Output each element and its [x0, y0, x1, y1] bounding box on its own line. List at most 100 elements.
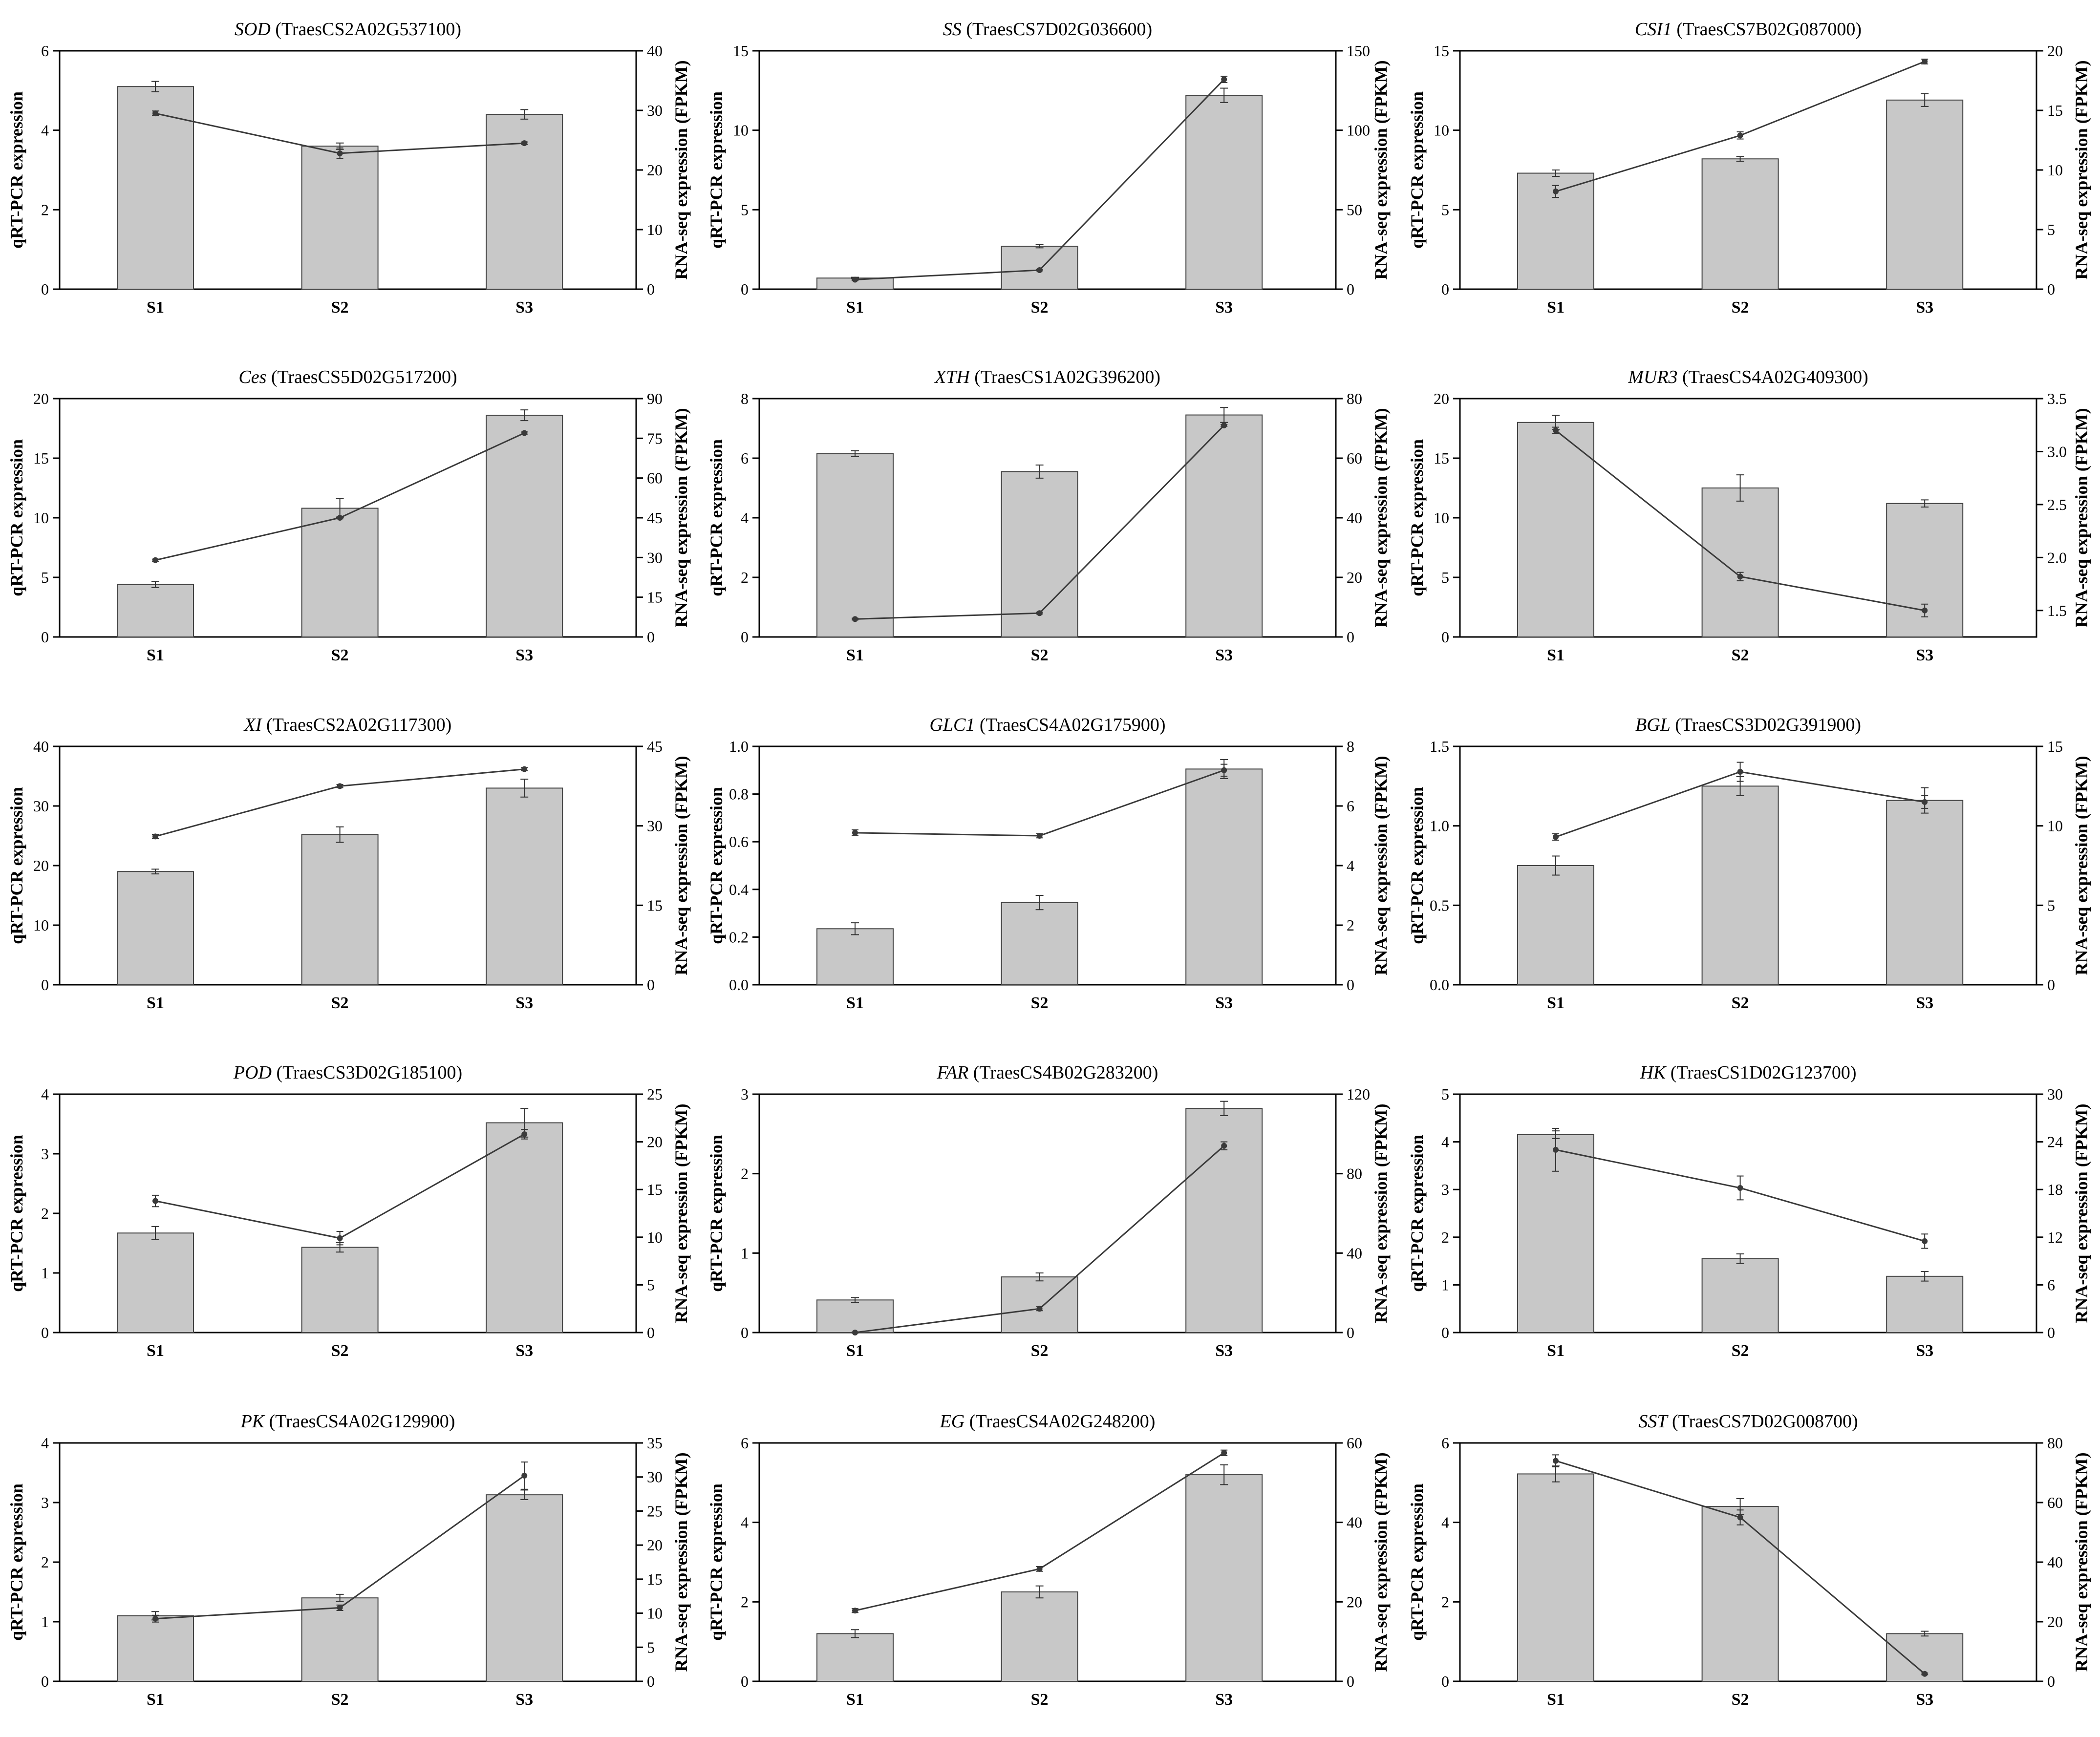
y2-tick-label: 15 [2047, 738, 2063, 755]
chart-panel-glc1: GLC1 (TraesCS4A02G175900) 0.0 0.2 0.4 0.6 0.8… [700, 696, 1399, 1040]
y-axis-label: qRT-PCR expression [1407, 1135, 1427, 1292]
chart-svg: EG (TraesCS4A02G248200)02460204060qRT-PC… [707, 1411, 1391, 1709]
y-tick-label: 0 [741, 628, 749, 646]
line-point [521, 766, 528, 772]
bar-s1 [816, 928, 894, 986]
y-axis-label: qRT-PCR expression [707, 1483, 726, 1641]
x-tick-label-s1: S1 [846, 994, 864, 1012]
x-tick-label-s2: S2 [1031, 1691, 1049, 1709]
line-point [1036, 267, 1043, 273]
y-tick-label: 0.2 [729, 928, 749, 946]
y-tick-label: 20 [33, 390, 49, 407]
y2-tick-label: 120 [1347, 1085, 1370, 1103]
x-tick-label-s2: S2 [1732, 1691, 1749, 1709]
y2-tick-label: 20 [647, 1133, 663, 1151]
y-axis-label: qRT-PCR expression [707, 439, 726, 596]
y-tick-label: 10 [1434, 509, 1449, 527]
y-tick-label: 6 [741, 1434, 749, 1452]
y2-tick-label: 60 [2047, 1494, 2063, 1511]
chart-title: MUR3 (TraesCS4A02G409300) [1628, 367, 1868, 387]
x-tick-label-s3: S3 [1916, 1691, 1933, 1709]
bar-s2 [301, 508, 379, 637]
y2-tick-label: 45 [647, 738, 663, 755]
y2-tick-label: 15 [647, 896, 663, 914]
y2-tick-label: 3.0 [2047, 443, 2067, 460]
line-point [152, 1198, 158, 1204]
y2-tick-label: 20 [2047, 1613, 2063, 1631]
bar-s2 [1701, 1506, 1779, 1682]
y-tick-label: 3 [741, 1085, 749, 1103]
x-tick-label-s1: S1 [846, 1691, 864, 1709]
bar-s1 [117, 1232, 194, 1334]
bar-s3 [1185, 414, 1263, 638]
gene-id: (TraesCS4A02G409300) [1678, 367, 1868, 387]
y2-tick-label: 0 [647, 628, 655, 646]
chart-title: PK (TraesCS4A02G129900) [240, 1411, 455, 1432]
y2-tick-label: 40 [1347, 1514, 1362, 1531]
y2-tick-label: 20 [2047, 42, 2063, 60]
y-tick-label: 2 [1441, 1229, 1449, 1246]
y2-tick-label: 45 [647, 509, 663, 527]
x-tick-label-s3: S3 [515, 1691, 533, 1709]
y2-tick-label: 20 [1347, 1593, 1362, 1610]
y2-tick-label: 0 [2047, 976, 2055, 994]
line-point [852, 829, 858, 836]
fpkm-line [155, 1133, 525, 1239]
chart-svg: GLC1 (TraesCS4A02G175900) 0.0 0.2 0.4 0.6 0.8… [707, 715, 1391, 1012]
y2-tick-label: 5 [647, 1276, 655, 1293]
gene-name: SST [1638, 1411, 1669, 1432]
line-point [1553, 427, 1559, 434]
y-axis-label: qRT-PCR expression [1407, 1483, 1427, 1641]
bar-s3 [1886, 1275, 1964, 1333]
y-tick-label: 4 [41, 1434, 49, 1452]
y-tick-label: 5 [1441, 569, 1449, 586]
y-tick-label: 10 [1434, 122, 1449, 139]
y-tick-label: 2 [41, 1205, 49, 1222]
y2-tick-label: 5 [2047, 221, 2055, 238]
y2-axis-label: RNA-seq expression (FPKM) [2072, 1103, 2091, 1323]
chart-title: HK (TraesCS1D02G123700) [1639, 1062, 1856, 1083]
y-tick-label: 10 [733, 122, 749, 139]
line-point [1737, 573, 1743, 580]
y2-axis-label: RNA-seq expression (FPKM) [1371, 60, 1391, 279]
y2-tick-label: 0 [647, 280, 655, 298]
bar-s2 [301, 1247, 379, 1334]
chart-svg: FAR (TraesCS4B02G283200) 0 1 2 3 0 40 80 120 qRT-… [707, 1062, 1391, 1360]
y2-tick-label: 2.5 [2047, 496, 2067, 513]
bar-s1 [816, 1633, 894, 1682]
line-point [1221, 1143, 1227, 1149]
y-axis-label: qRT-PCR expression [7, 91, 26, 249]
y-tick-label: 4 [1441, 1514, 1449, 1531]
bar-s2 [301, 146, 379, 290]
y2-tick-label: 0 [1347, 628, 1354, 646]
line-point [1737, 1185, 1743, 1191]
chart-panel-eg: EG (TraesCS4A02G248200) 0 2 4 6 0 20 40 60 qRT-PC… [700, 1392, 1399, 1737]
y2-tick-label: 90 [647, 390, 663, 407]
y-tick-label: 6 [41, 42, 49, 60]
y-axis-label: qRT-PCR expression [7, 439, 26, 596]
fpkm-line [855, 769, 1224, 837]
y2-tick-label: 0 [2047, 1673, 2055, 1690]
bar-s2 [1701, 487, 1779, 637]
gene-name: FAR [937, 1062, 969, 1083]
y2-tick-label: 10 [647, 221, 663, 238]
gene-name: XTH [934, 367, 971, 387]
y-tick-label: 1 [741, 1244, 749, 1262]
y-tick-label: 0 [41, 280, 49, 298]
y2-tick-label: 10 [647, 1229, 663, 1246]
gene-name: SOD [235, 19, 271, 40]
y2-tick-label: 8 [1347, 738, 1354, 755]
y-tick-label: 4 [1441, 1133, 1449, 1151]
y2-tick-label: 15 [2047, 102, 2063, 119]
line-point [1553, 188, 1559, 194]
y2-tick-label: 20 [1347, 569, 1362, 586]
y2-tick-label: 30 [2047, 1085, 2063, 1103]
x-tick-label-s1: S1 [846, 646, 864, 664]
chart-panel-csi1: CSI1 (TraesCS7B02G087000) 0 5 10 15 0 5 10 15 20 q… [1400, 0, 2100, 345]
bar-s3 [1185, 768, 1263, 986]
line-point [152, 110, 158, 117]
y2-tick-label: 25 [647, 1502, 663, 1520]
x-tick-label-s3: S3 [1215, 646, 1233, 664]
y-tick-label: 4 [741, 1514, 749, 1531]
